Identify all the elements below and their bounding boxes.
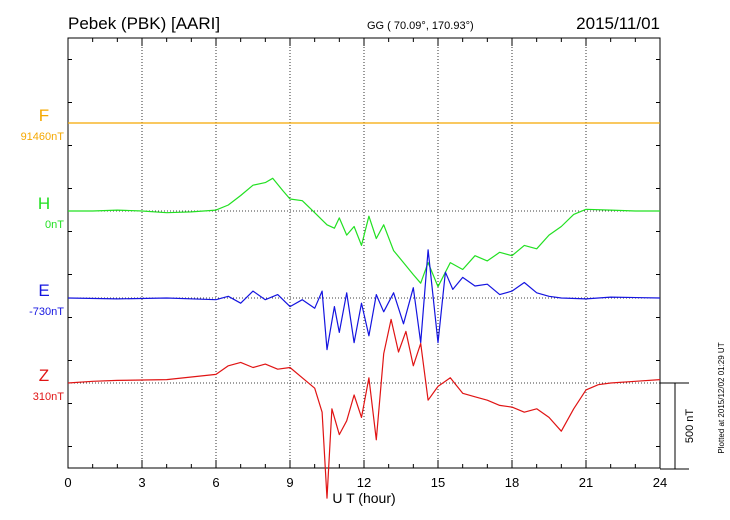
series-baseline-H: 0nT — [45, 219, 64, 231]
x-tick-label-12: 12 — [357, 475, 371, 490]
scale-bar-label: 500 nT — [684, 409, 696, 444]
axis-ticks — [67, 38, 661, 468]
series-line-H — [68, 177, 660, 288]
x-tick-label-21: 21 — [579, 475, 593, 490]
series-line-Z — [67, 318, 661, 499]
series-name-F: F — [39, 106, 49, 125]
x-tick-label-9: 9 — [286, 475, 293, 490]
series-labels: F 91460nT H 0nT E -730nT Z 310nT — [21, 106, 65, 403]
x-axis-label: U T (hour) — [332, 490, 395, 506]
x-tick-label-0: 0 — [64, 475, 71, 490]
plotted-timestamp: Plotted at 2015/12/02 01:29 UT — [717, 342, 726, 453]
x-tick-labels: 0 3 6 9 12 15 18 21 24 — [64, 475, 667, 490]
x-tick-label-3: 3 — [138, 475, 145, 490]
station-title: Pebek (PBK) [AARI] — [68, 14, 220, 33]
x-tick-label-15: 15 — [431, 475, 445, 490]
series-name-Z: Z — [39, 366, 49, 385]
coords-label: GG ( 70.09°, 170.93°) — [367, 20, 474, 32]
series-line-E — [67, 249, 661, 351]
x-tick-label-6: 6 — [212, 475, 219, 490]
x-tick-label-18: 18 — [505, 475, 519, 490]
date-label: 2015/11/01 — [576, 14, 660, 33]
series-name-H: H — [38, 194, 50, 213]
series-baseline-E: -730nT — [29, 306, 64, 318]
series-group — [67, 122, 661, 499]
x-tick-label-24: 24 — [653, 475, 667, 490]
series-baseline-Z: 310nT — [33, 391, 64, 403]
scale-bar: 500 nT — [660, 382, 696, 470]
series-name-E: E — [38, 281, 49, 300]
series-baseline-F: 91460nT — [21, 131, 65, 143]
